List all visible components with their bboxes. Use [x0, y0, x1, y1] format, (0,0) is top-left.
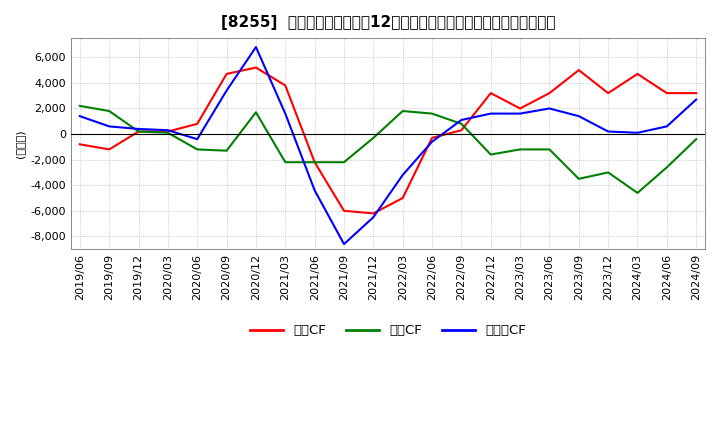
投資CF	[662, 165, 671, 170]
投資CF	[692, 136, 701, 142]
投資CF	[545, 147, 554, 152]
営業CF	[516, 106, 524, 111]
Line: 営業CF: 営業CF	[80, 67, 696, 213]
営業CF	[428, 135, 436, 140]
投資CF	[76, 103, 84, 109]
フリーCF	[575, 114, 583, 119]
投資CF	[604, 170, 613, 175]
フリーCF	[134, 126, 143, 132]
営業CF	[222, 71, 231, 77]
フリーCF	[457, 117, 466, 123]
Title: [8255]  キャッシュフローの12か月移動合計の対前年同期増減額の推移: [8255] キャッシュフローの12か月移動合計の対前年同期増減額の推移	[221, 15, 555, 30]
投資CF	[222, 148, 231, 153]
営業CF	[398, 195, 407, 201]
投資CF	[369, 135, 378, 140]
フリーCF	[487, 111, 495, 116]
営業CF	[193, 121, 202, 126]
Legend: 営業CF, 投資CF, フリーCF: 営業CF, 投資CF, フリーCF	[245, 319, 531, 343]
営業CF	[575, 67, 583, 73]
フリーCF	[692, 97, 701, 102]
投資CF	[251, 110, 260, 115]
フリーCF	[163, 128, 172, 133]
フリーCF	[340, 242, 348, 247]
フリーCF	[633, 130, 642, 136]
投資CF	[428, 111, 436, 116]
投資CF	[633, 190, 642, 195]
フリーCF	[398, 172, 407, 178]
Line: 投資CF: 投資CF	[80, 106, 696, 193]
営業CF	[134, 129, 143, 134]
営業CF	[105, 147, 114, 152]
フリーCF	[369, 215, 378, 220]
営業CF	[545, 91, 554, 96]
フリーCF	[662, 124, 671, 129]
投資CF	[398, 108, 407, 114]
営業CF	[692, 91, 701, 96]
フリーCF	[193, 136, 202, 142]
投資CF	[340, 160, 348, 165]
フリーCF	[222, 88, 231, 93]
フリーCF	[545, 106, 554, 111]
投資CF	[163, 130, 172, 136]
投資CF	[105, 108, 114, 114]
フリーCF	[251, 44, 260, 50]
フリーCF	[76, 114, 84, 119]
投資CF	[310, 160, 319, 165]
Y-axis label: (百万円): (百万円)	[15, 129, 25, 158]
営業CF	[604, 91, 613, 96]
投資CF	[193, 147, 202, 152]
投資CF	[281, 160, 289, 165]
フリーCF	[310, 188, 319, 193]
投資CF	[487, 152, 495, 157]
投資CF	[134, 129, 143, 134]
フリーCF	[516, 111, 524, 116]
投資CF	[457, 121, 466, 126]
営業CF	[457, 128, 466, 133]
フリーCF	[281, 111, 289, 116]
Line: フリーCF: フリーCF	[80, 47, 696, 244]
営業CF	[340, 208, 348, 213]
営業CF	[487, 91, 495, 96]
営業CF	[76, 142, 84, 147]
営業CF	[251, 65, 260, 70]
営業CF	[369, 211, 378, 216]
営業CF	[310, 160, 319, 165]
フリーCF	[428, 139, 436, 144]
営業CF	[662, 91, 671, 96]
営業CF	[633, 71, 642, 77]
フリーCF	[604, 129, 613, 134]
投資CF	[516, 147, 524, 152]
営業CF	[281, 83, 289, 88]
投資CF	[575, 176, 583, 181]
営業CF	[163, 129, 172, 134]
フリーCF	[105, 124, 114, 129]
